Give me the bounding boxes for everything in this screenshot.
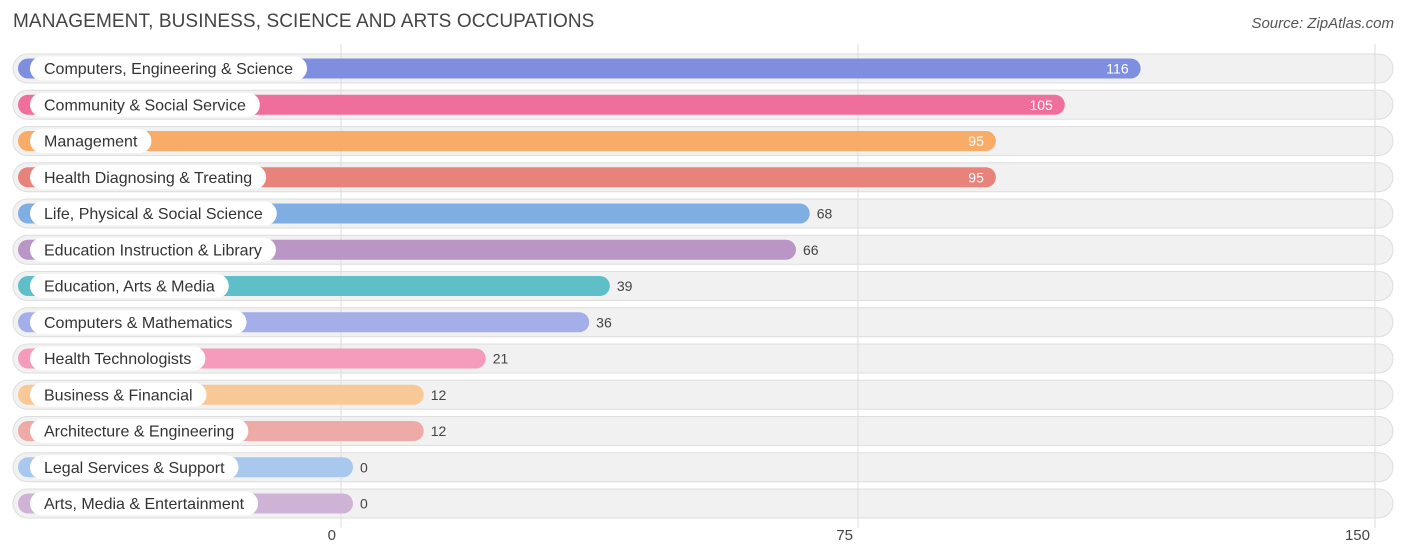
category-label: Arts, Media & Entertainment (44, 496, 245, 513)
category-label: Health Technologists (44, 351, 191, 368)
category-label-pill (30, 455, 239, 480)
value-label: 12 (431, 387, 447, 403)
value-label: 0 (360, 496, 368, 512)
category-label: Education Instruction & Library (44, 242, 262, 259)
category-label-pill (30, 56, 308, 81)
value-label: 66 (803, 242, 819, 258)
category-label-pill (30, 491, 259, 516)
x-axis-ticks: 0 75 150 (328, 527, 1370, 544)
value-label: 21 (493, 351, 509, 367)
category-label: Architecture & Engineering (44, 424, 234, 441)
value-label: 12 (431, 423, 447, 439)
category-label-pill (30, 419, 249, 443)
row-track (12, 488, 1394, 519)
category-label-pill (30, 237, 276, 262)
category-label: Computers & Mathematics (44, 315, 233, 332)
category-label-pill (30, 346, 206, 371)
value-label: 0 (360, 459, 368, 475)
category-label: Computers, Engineering & Science (44, 61, 293, 78)
category-label-pill (30, 201, 277, 226)
bars: Computers, Engineering & Science 116 Commu… (18, 56, 1141, 516)
value-label: 68 (817, 206, 833, 222)
value-label: 95 (968, 169, 984, 185)
chart-title: MANAGEMENT, BUSINESS, SCIENCE AND ARTS O… (13, 11, 595, 32)
category-label-pill (30, 274, 229, 298)
value-label: 105 (1029, 97, 1053, 113)
x-tick-label: 150 (1345, 527, 1370, 544)
category-label: Business & Financial (44, 387, 193, 404)
category-label: Health Diagnosing & Treating (44, 170, 252, 187)
x-tick-label: 0 (328, 527, 336, 544)
category-label-pill (30, 382, 207, 407)
value-label: 36 (596, 314, 612, 330)
category-label: Legal Services & Support (44, 460, 225, 477)
bar (18, 131, 996, 151)
category-label-pill (30, 165, 267, 190)
value-label: 95 (968, 133, 984, 149)
category-label: Life, Physical & Social Science (44, 206, 263, 223)
category-label: Education, Arts & Media (44, 279, 215, 296)
value-label: 116 (1106, 61, 1129, 77)
bar (18, 94, 1065, 115)
category-label: Management (44, 134, 138, 151)
category-label-pill (30, 92, 260, 117)
category-label-pill (30, 129, 152, 153)
category-label-pill (30, 310, 247, 335)
source-note: Source: ZipAtlas.com (1251, 15, 1394, 32)
x-tick-label: 75 (836, 527, 853, 544)
row-track (12, 452, 1394, 483)
value-label: 39 (617, 278, 633, 294)
category-label: Community & Social Service (44, 97, 246, 114)
